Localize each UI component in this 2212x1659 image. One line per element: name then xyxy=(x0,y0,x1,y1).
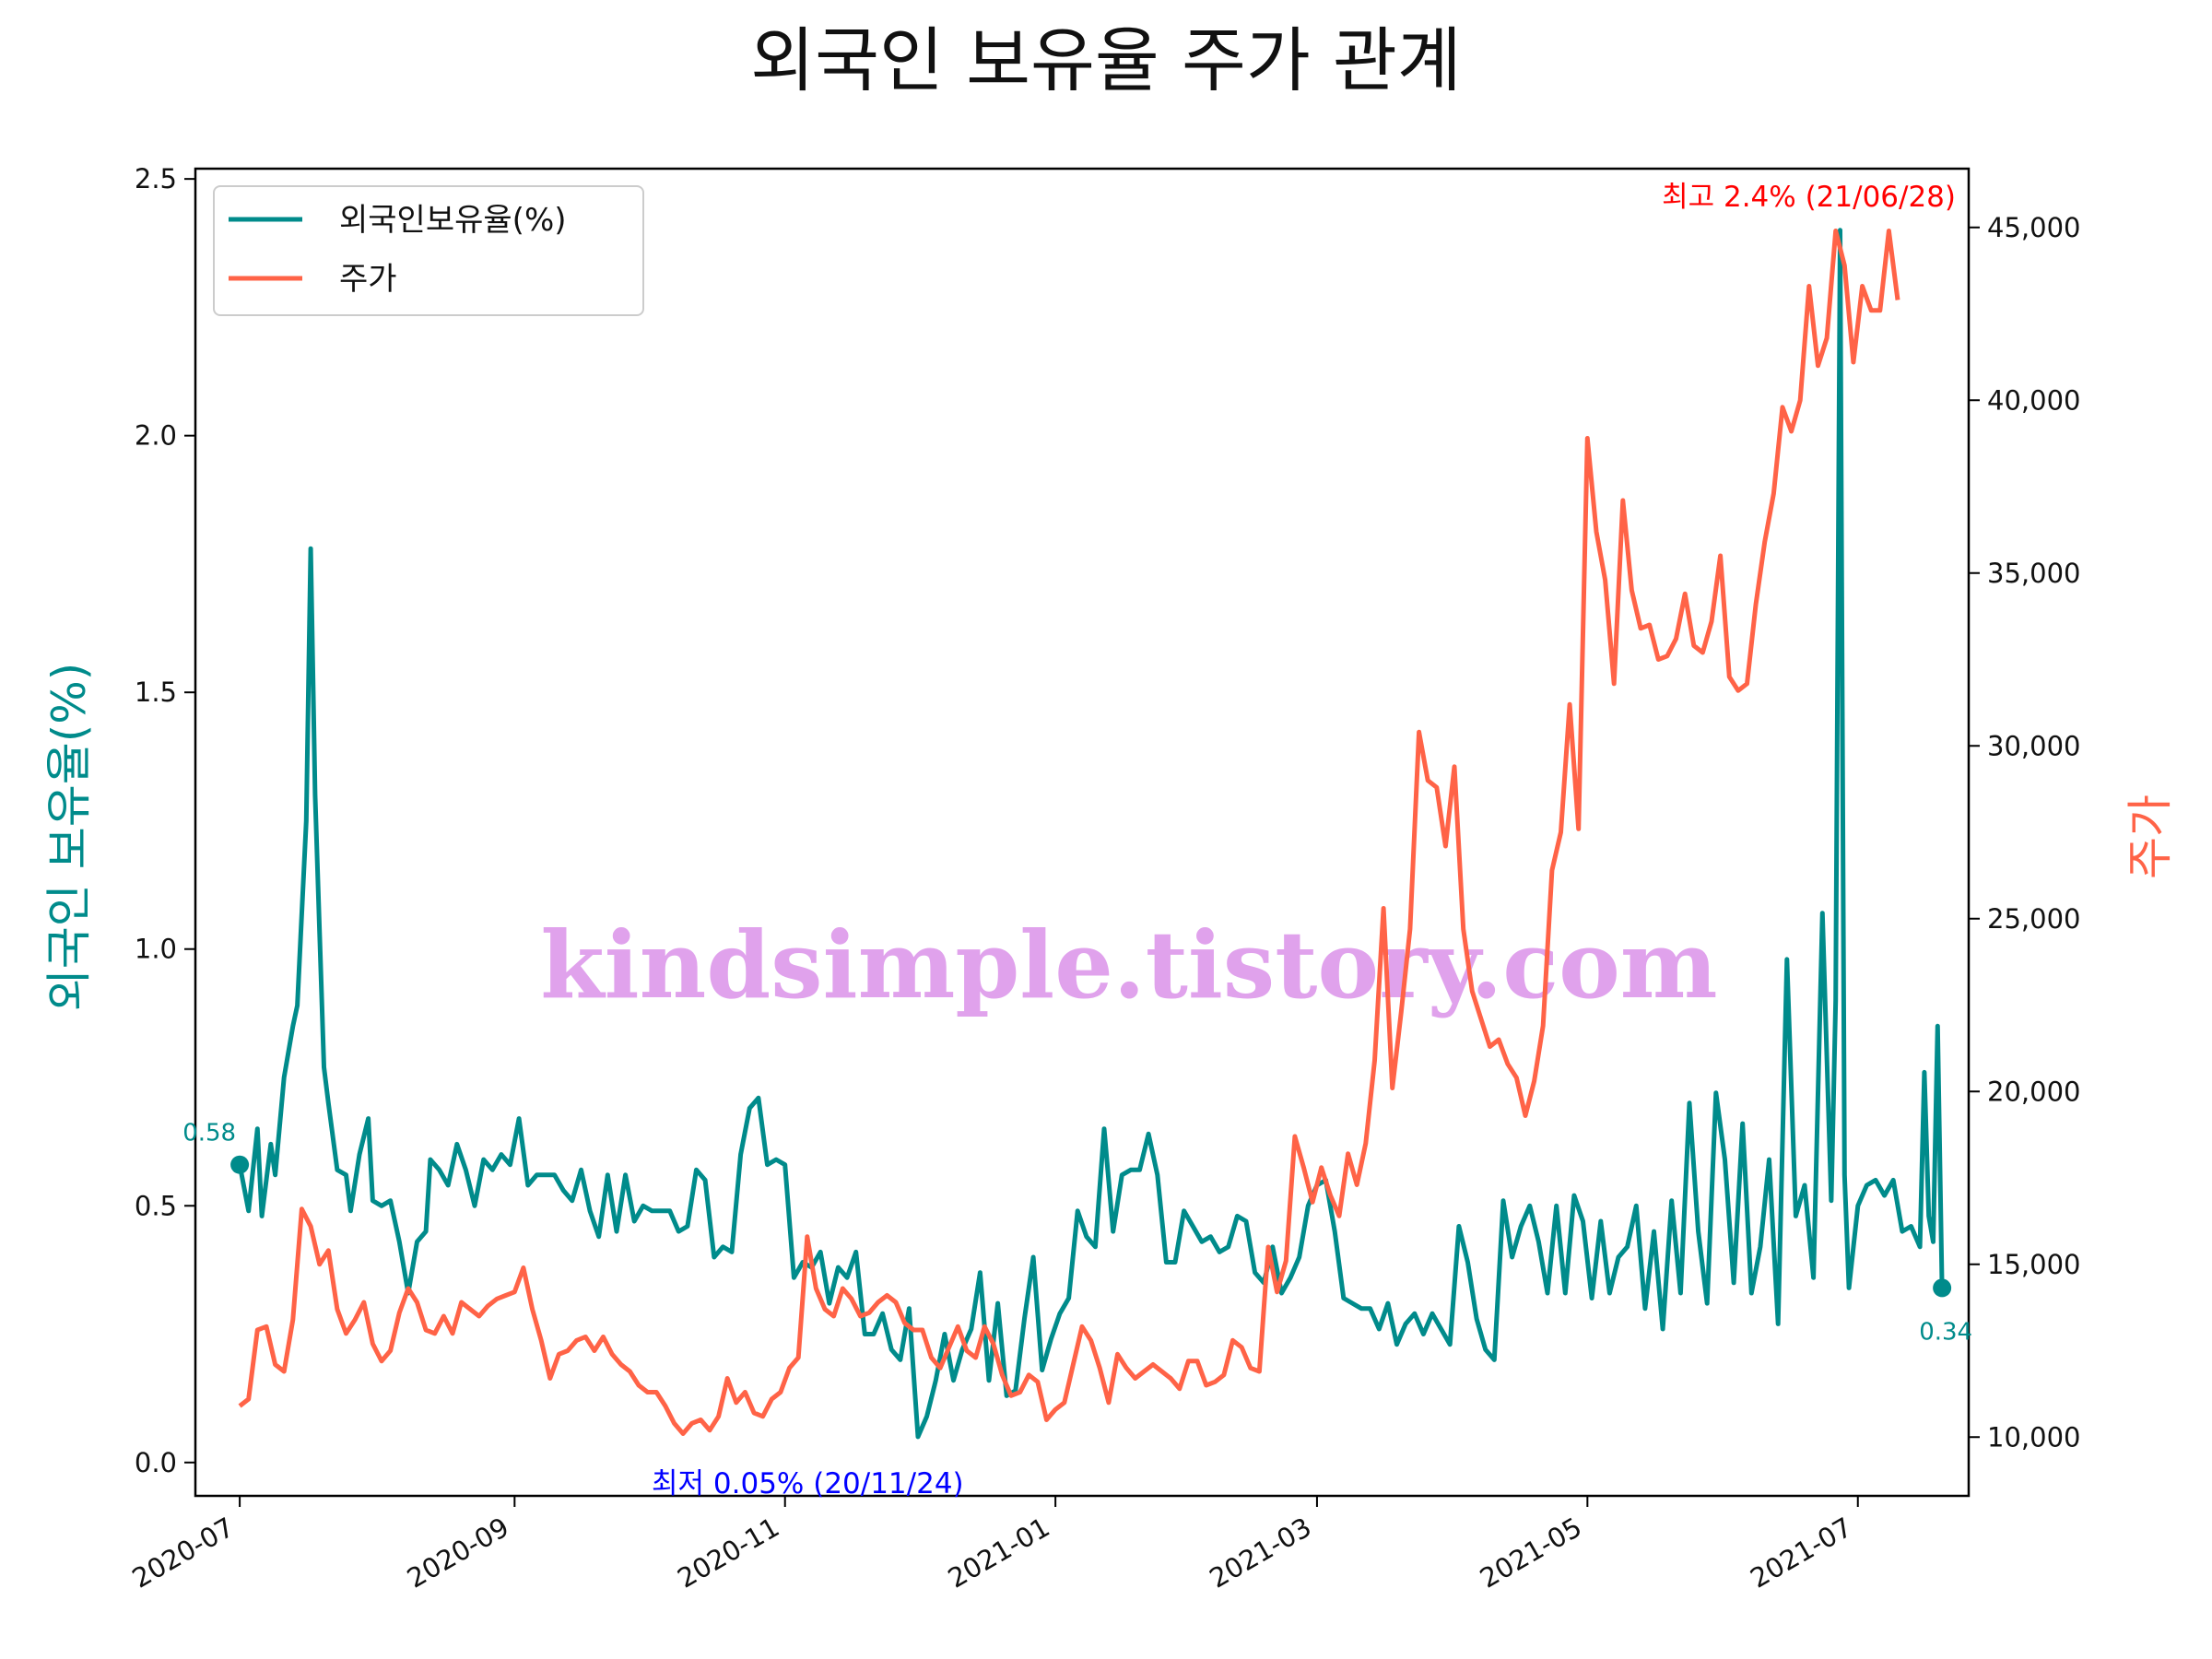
y-right-tick-label: 20,000 xyxy=(1987,1076,2080,1107)
watermark: kindsimple.tistory.com xyxy=(540,911,1717,1019)
annotations-layer: 최고 2.4% (21/06/28) 최저 0.05% (20/11/24) 0.5… xyxy=(182,181,1972,1500)
y-right-tick-label: 10,000 xyxy=(1987,1421,2080,1453)
y-left-tick-label: 1.5 xyxy=(135,677,177,708)
plot-frame xyxy=(194,167,1971,1498)
y-axis-right-label: 주가 xyxy=(2124,794,2177,879)
y-right-tick-label: 15,000 xyxy=(1987,1249,2080,1280)
plot-area xyxy=(195,169,1969,1496)
series-layer xyxy=(237,228,1945,1440)
start-point-marker xyxy=(230,1155,250,1174)
end-value-label: 0.34 xyxy=(1919,1318,1972,1346)
legend-label-holding: 외국인보유율(%) xyxy=(339,202,567,239)
watermark-layer: kindsimple.tistory.com xyxy=(540,911,1717,1019)
plot-background xyxy=(195,169,1969,1496)
y-left-tick-label: 2.0 xyxy=(135,420,177,452)
start-value-label: 0.58 xyxy=(182,1120,236,1147)
max-annotation: 최고 2.4% (21/06/28) xyxy=(1662,181,1956,214)
legend: 외국인보유율(%) 주가 xyxy=(213,185,644,316)
y-axis-left-label: 외국인 보유율(%) xyxy=(42,663,96,1011)
min-annotation: 최저 0.05% (20/11/24) xyxy=(652,1467,964,1500)
y-left-tick-label: 0.0 xyxy=(135,1447,177,1478)
series-line-holding xyxy=(237,228,1945,1440)
y-left-tick-label: 1.0 xyxy=(135,934,177,965)
series-line-price xyxy=(238,229,1900,1436)
y-right-tick-label: 40,000 xyxy=(1987,384,2080,416)
y-right-tick-label: 30,000 xyxy=(1987,730,2080,761)
end-point-marker xyxy=(1933,1278,1952,1298)
legend-frame xyxy=(213,185,644,316)
y-left-tick-label: 0.5 xyxy=(135,1190,177,1221)
chart-title: 외국인 보유율 주가 관계 xyxy=(750,19,1462,101)
y-right-tick-label: 25,000 xyxy=(1987,903,2080,935)
legend-label-price: 주가 xyxy=(339,261,397,298)
y-right-tick-label: 45,000 xyxy=(1987,212,2080,243)
y-left-tick-label: 2.5 xyxy=(135,163,177,194)
y-right-tick-label: 35,000 xyxy=(1987,558,2080,589)
